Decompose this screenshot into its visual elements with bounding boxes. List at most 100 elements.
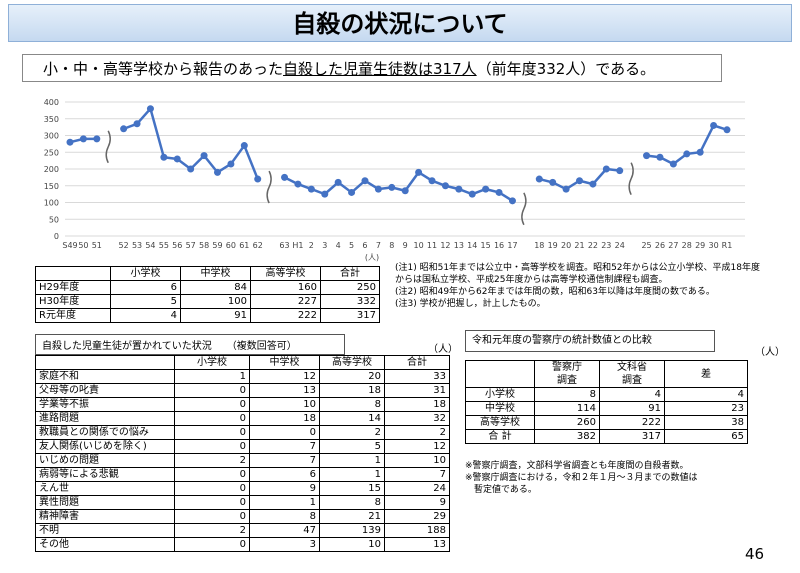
header-cell: 小学校 (110, 266, 181, 281)
table-cell: 1 (319, 467, 385, 482)
header-line: 差 (701, 368, 711, 380)
header-cell: 警察庁 調査 (534, 360, 600, 388)
footnote: ※警察庁調査における，令和２年１月～３月までの数値は (465, 473, 698, 483)
x-tick-label: 15 (481, 241, 491, 250)
header-line: 警察庁 (552, 362, 582, 373)
data-point (468, 190, 476, 198)
table-cell: 小学校 (465, 387, 535, 402)
data-point (361, 177, 369, 185)
table-cell: 高等学校 (465, 415, 535, 430)
data-point (696, 148, 704, 156)
table-cell: 異性問題 (35, 495, 175, 510)
x-tick-label: H1 (292, 241, 303, 250)
subtitle: 小・中・高等学校から報告のあった自殺した児童生徒数は317人（前年度332人）で… (22, 54, 722, 82)
table-cell: 8 (319, 495, 385, 510)
x-tick-label: 10 (414, 241, 424, 250)
table-cell: 8 (534, 387, 600, 402)
table-cell: 9 (384, 495, 450, 510)
table-cell: 10 (384, 453, 450, 468)
table-cell: 13 (249, 383, 320, 398)
y-tick-label: 100 (44, 199, 59, 208)
x-tick-label: 60 (226, 241, 236, 250)
slide-title: 自殺の状況について (8, 4, 792, 42)
x-tick-label: 5 (349, 241, 354, 250)
data-point (723, 126, 731, 134)
footnotes: ※警察庁調査，文部科学省調査とも年度間の自殺者数。 ※警察庁調査における，令和２年… (465, 460, 698, 496)
y-tick-label: 0 (54, 232, 59, 241)
table-cell: 14 (319, 411, 385, 426)
table-cell: 227 (250, 294, 321, 309)
x-tick-label: 30 (708, 241, 718, 250)
data-point (643, 152, 651, 160)
data-point (173, 155, 181, 163)
header-line: 調査 (557, 375, 577, 386)
table-cell: 0 (249, 425, 320, 440)
table-cell: 0 (174, 537, 250, 552)
y-tick-label: 50 (49, 215, 59, 224)
x-tick-label: 14 (467, 241, 477, 250)
table-2-unit: （人） (428, 344, 458, 355)
data-point (482, 185, 490, 193)
table-cell: 0 (174, 481, 250, 496)
x-tick-label: 20 (561, 241, 571, 250)
x-tick-label: 54 (145, 241, 155, 250)
table-cell: 222 (250, 308, 321, 323)
table-cell: 21 (319, 509, 385, 524)
table-cell: 31 (384, 383, 450, 398)
x-tick-label: 25 (641, 241, 651, 250)
table-cell: 188 (384, 523, 450, 538)
y-tick-label: 400 (44, 98, 59, 107)
data-point (240, 142, 248, 150)
table-cell: 222 (599, 415, 665, 430)
table-row: 友人関係(いじめを除く) 0 7 5 12 (35, 439, 450, 454)
table-cell: 7 (384, 467, 450, 482)
table-row: H29年度 6 84 160 250 (35, 280, 380, 295)
axis-break (628, 162, 634, 196)
table-row: 異性問題 0 1 8 9 (35, 495, 450, 510)
table-cell: 友人関係(いじめを除く) (35, 439, 175, 454)
y-tick-label: 150 (44, 182, 59, 191)
data-point (669, 160, 677, 168)
x-tick-label: 18 (534, 241, 544, 250)
header-cell (35, 355, 175, 370)
header-cell: 差 (664, 360, 748, 388)
table-2-title: 自殺した児童生徒が置かれていた状況 (42, 341, 212, 352)
footnote: ※警察庁調査，文部科学省調査とも年度間の自殺者数。 (465, 461, 689, 471)
x-tick-label: 8 (389, 241, 394, 250)
header-row: 小学校 中学校 高等学校 合計 (35, 266, 380, 281)
table-cell: 2 (384, 425, 450, 440)
x-tick-label: 55 (159, 241, 169, 250)
table-cell: R元年度 (35, 308, 111, 323)
x-tick-label: 24 (615, 241, 625, 250)
table-cell: 24 (384, 481, 450, 496)
x-tick-label: 28 (682, 241, 692, 250)
table: 小学校 中学校 高等学校 合計 H29年度 6 84 160 250 H30年度 5 100 227 33… (35, 266, 380, 323)
header-cell: 合計 (384, 355, 450, 370)
table-row: R元年度 4 91 222 317 (35, 308, 380, 323)
table-cell: 10 (319, 537, 385, 552)
table-cell: 家庭不和 (35, 369, 175, 384)
data-point (133, 120, 141, 128)
data-point (455, 185, 463, 193)
x-tick-label: 9 (403, 241, 408, 250)
table-cell: 中学校 (465, 401, 535, 416)
table-cell: 学業等不振 (35, 397, 175, 412)
table-cell: 1 (319, 453, 385, 468)
header-cell (35, 266, 111, 281)
axis-break (105, 130, 111, 164)
table-cell: 7 (249, 453, 320, 468)
x-tick-label: 58 (199, 241, 209, 250)
x-tick-label: 26 (655, 241, 665, 250)
x-tick-label: 2 (309, 241, 314, 250)
table-row: いじめの問題 2 7 1 10 (35, 453, 450, 468)
x-tick-label: 12 (440, 241, 450, 250)
table-cell: 不明 (35, 523, 175, 538)
x-tick-label: 22 (588, 241, 598, 250)
table-cell: 32 (384, 411, 450, 426)
x-tick-label: 62 (253, 241, 263, 250)
table-cell: 3 (249, 537, 320, 552)
table-cell: 23 (664, 401, 748, 416)
table-cell: 332 (320, 294, 380, 309)
x-tick-label: 16 (494, 241, 504, 250)
